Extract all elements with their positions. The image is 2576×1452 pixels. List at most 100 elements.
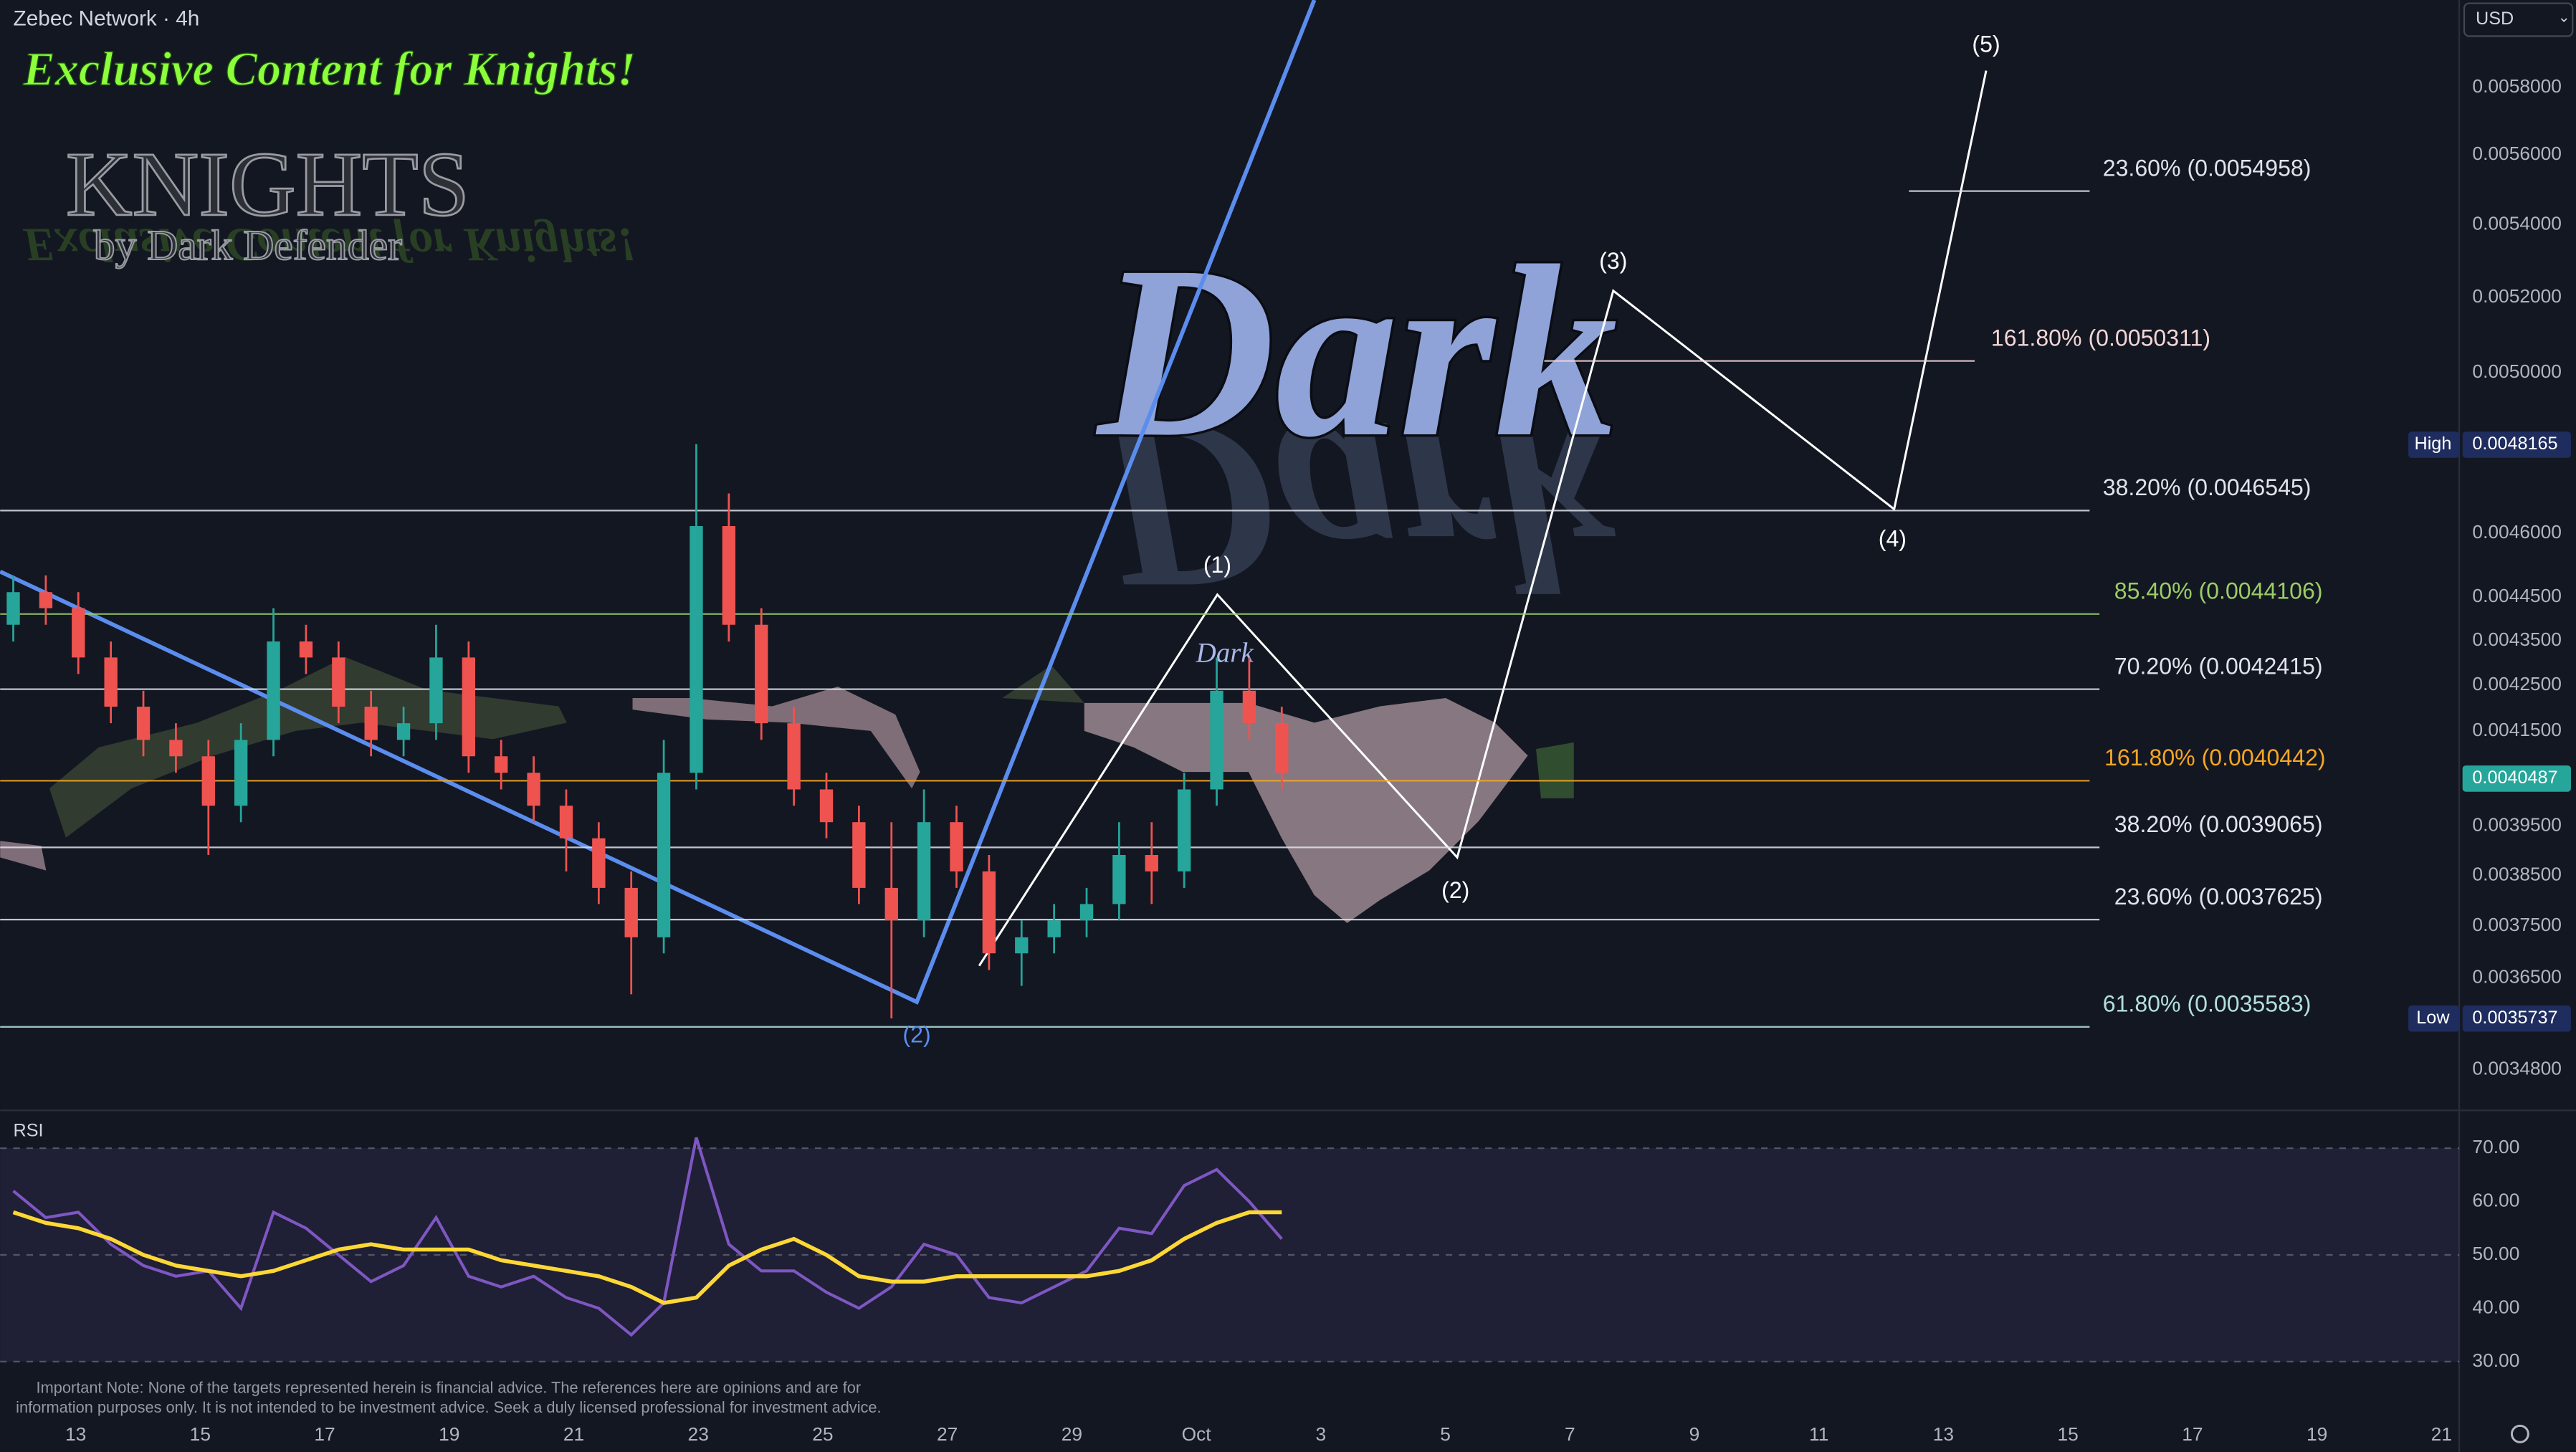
x-tick-label: 21: [2431, 1423, 2452, 1445]
candle-body: [6, 592, 20, 625]
candle-body: [104, 657, 118, 707]
trend-lines: [0, 0, 1317, 1005]
settings-icon[interactable]: [2510, 1424, 2529, 1443]
candle-body: [462, 657, 475, 757]
symbol-title: Zebec Network · 4h: [14, 6, 200, 30]
y-tick-label: 0.0058000: [2472, 75, 2562, 97]
fib-label: 38.20% (0.0039065): [2114, 811, 2323, 837]
x-tick-label: 19: [439, 1423, 459, 1445]
x-tick-label: 25: [812, 1423, 833, 1445]
candle-body: [429, 657, 443, 724]
fib-label: 23.60% (0.0054958): [2103, 155, 2312, 181]
candle-body: [722, 526, 736, 625]
small-watermark: Dark: [1196, 637, 1254, 668]
headline-reflection: Exclusive Content for Knights!: [22, 218, 636, 270]
badge-label-bg: [2408, 1005, 2460, 1032]
candle-body: [884, 887, 898, 921]
y-tick-label: 0.0036500: [2472, 965, 2562, 987]
fib-label: 161.80% (0.0050311): [1991, 325, 2210, 350]
logo-subtitle: by Dark Defender: [94, 221, 402, 269]
candle-body: [1242, 690, 1256, 724]
headline: Exclusive Content for Knights!: [22, 43, 636, 95]
candle-body: [852, 822, 866, 888]
candle-body: [299, 641, 313, 658]
y-tick-label: 40.00: [2472, 1296, 2519, 1317]
price-badge-value: 0.0040487: [2472, 768, 2557, 788]
y-tick-label: 0.0054000: [2472, 213, 2562, 234]
y-tick-label: 0.0034800: [2472, 1057, 2562, 1079]
x-tick-label: 19: [2307, 1423, 2327, 1445]
candle-body: [1047, 920, 1061, 937]
badge-label: High: [2415, 434, 2452, 454]
x-tick-label: 13: [1933, 1423, 1954, 1445]
rsi-line: [12, 1137, 1283, 1337]
currency-select[interactable]: [2463, 2, 2574, 37]
candle-body: [1275, 723, 1289, 773]
candle-body: [559, 806, 573, 839]
fib-label: 23.60% (0.0037625): [2114, 884, 2323, 909]
x-tick-label: 13: [65, 1423, 86, 1445]
wave-label: (4): [1879, 525, 1907, 551]
logo-title: KNIGHTS: [66, 133, 469, 235]
candle-body: [1210, 690, 1223, 790]
wave-label: (2): [1441, 877, 1469, 903]
y-tick-label: 0.0046000: [2472, 521, 2562, 543]
y-tick-label: 60.00: [2472, 1190, 2519, 1211]
x-tick-label: 7: [1565, 1423, 1575, 1445]
y-tick-label: 30.00: [2472, 1350, 2519, 1371]
candle-body: [917, 822, 931, 921]
x-tick-label: 11: [1809, 1423, 1828, 1445]
candle-body: [950, 822, 963, 871]
candle-body: [1177, 789, 1191, 871]
y-tick-label: 0.0041500: [2472, 719, 2562, 740]
y-tick-label: 0.0039500: [2472, 814, 2562, 836]
watermark-reflection: Dark: [1094, 369, 1618, 641]
x-tick-label: 27: [937, 1423, 958, 1445]
badge-label-bg: [2408, 431, 2460, 458]
x-tick-label: 5: [1440, 1423, 1451, 1445]
fib-label: 61.80% (0.0035583): [2103, 990, 2312, 1016]
rsi-line: [12, 1210, 1282, 1305]
disclaimer: Important Note: None of the targets repr…: [13, 1380, 884, 1418]
y-tick-label: 50.00: [2472, 1243, 2519, 1264]
disclaimer-box: Important Note: None of the targets repr…: [13, 1380, 884, 1418]
candle-body: [201, 756, 215, 806]
candle-body: [39, 592, 53, 608]
wave-label: (1): [1203, 552, 1231, 578]
x-tick-label: 21: [563, 1423, 584, 1445]
candle-body: [690, 526, 703, 773]
y-tick-label: 0.0037500: [2472, 914, 2562, 935]
y-tick-label: 0.0050000: [2472, 360, 2562, 382]
x-tick-label: 23: [688, 1423, 709, 1445]
x-tick-label: 17: [2182, 1423, 2203, 1445]
watermark: Dark: [1094, 216, 1618, 488]
candle-body: [755, 624, 768, 724]
candle-body: [136, 707, 151, 740]
y-tick-label: 0.0042500: [2472, 673, 2562, 694]
y-tick-label: 0.0043500: [2472, 629, 2562, 650]
y-tick-label: 0.0044500: [2472, 585, 2562, 606]
badge-label: Low: [2416, 1008, 2450, 1028]
x-tick-label: 9: [1689, 1423, 1700, 1445]
y-tick-label: 70.00: [2472, 1136, 2519, 1157]
dropdown-caret[interactable]: ⌄: [2558, 9, 2570, 26]
candle-body: [364, 707, 378, 740]
candle-body: [1145, 855, 1158, 871]
candle-body: [1112, 855, 1126, 904]
price-badge-value: 0.0035737: [2472, 1008, 2557, 1028]
fib-label: 85.40% (0.0044106): [2114, 578, 2323, 603]
x-tick-label: Oct: [1182, 1423, 1212, 1445]
candle-body: [527, 773, 540, 806]
candle-body: [592, 838, 606, 888]
price-badge: [2462, 431, 2571, 458]
x-tick-label: 29: [1062, 1423, 1082, 1445]
currency-label[interactable]: USD: [2476, 9, 2514, 29]
y-tick-label: 0.0038500: [2472, 863, 2562, 884]
rsi-title: RSI: [14, 1121, 44, 1141]
wave-label: (5): [1972, 32, 2000, 57]
candle-body: [1015, 937, 1029, 954]
candle-body: [234, 740, 248, 806]
candle-body: [657, 773, 671, 937]
candle-body: [169, 740, 183, 757]
